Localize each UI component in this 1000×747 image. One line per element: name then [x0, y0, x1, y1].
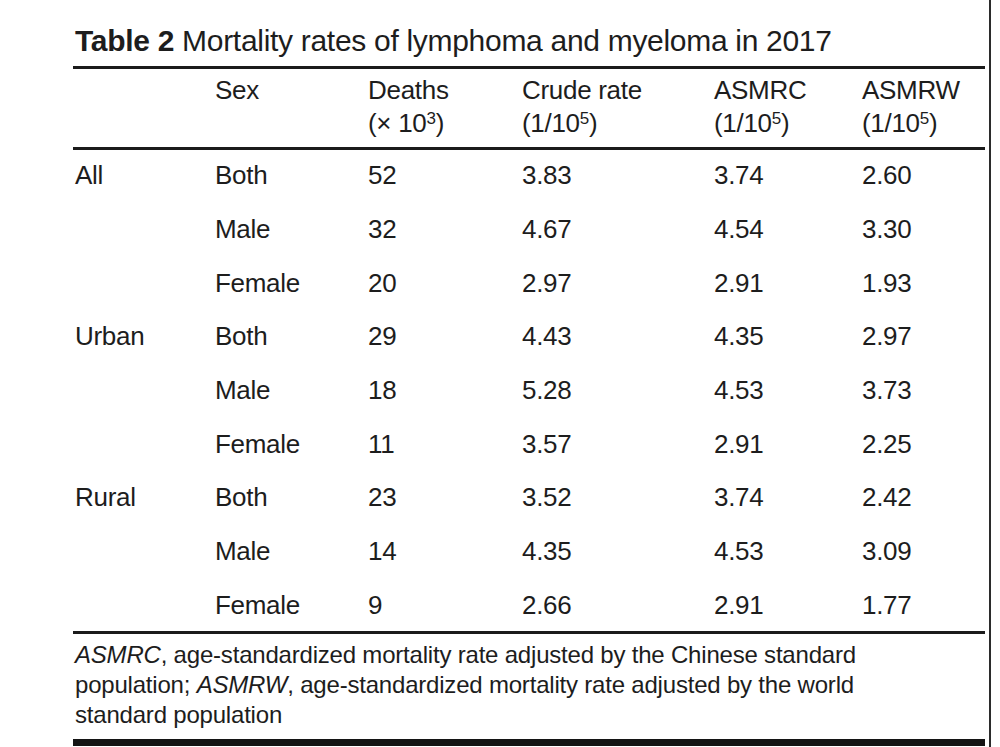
cell-asmrc: 4.54	[714, 214, 862, 245]
cell-asmrc: 2.91	[714, 268, 862, 299]
column-header-unit: (× 103)	[368, 107, 522, 143]
column-header-asmrc: ASMRC(1/105)	[714, 74, 862, 143]
cell-asmrc: 3.74	[714, 160, 862, 191]
page: Table 2 Mortality rates of lymphoma and …	[0, 0, 1000, 747]
table-row: Female202.972.911.93	[75, 256, 985, 310]
table-title-label: Table 2	[75, 24, 174, 57]
unit-pre: (1/10	[522, 108, 580, 138]
cell-deaths: 23	[368, 482, 522, 513]
column-header-label: Sex	[215, 74, 368, 107]
bottom-bar-rule	[73, 739, 985, 746]
footnote-segment: ASMRW	[197, 671, 288, 698]
cell-deaths: 29	[368, 321, 522, 352]
cell-sex: Male	[215, 375, 368, 406]
cell-deaths: 11	[368, 429, 522, 460]
unit-superscript: 5	[772, 109, 781, 128]
cell-deaths: 14	[368, 536, 522, 567]
cell-deaths: 18	[368, 375, 522, 406]
cell-sex: Female	[215, 429, 368, 460]
column-header-label: Crude rate	[522, 74, 714, 107]
cell-asmrw: 1.77	[862, 590, 985, 621]
unit-close: )	[781, 108, 789, 138]
cell-crude-rate: 2.97	[522, 268, 714, 299]
cell-asmrw: 2.60	[862, 160, 985, 191]
cell-deaths: 52	[368, 160, 522, 191]
cell-crude-rate: 3.83	[522, 160, 714, 191]
cell-deaths: 32	[368, 214, 522, 245]
table-row: Male144.354.533.09	[75, 525, 985, 579]
cell-asmrc: 2.91	[714, 429, 862, 460]
unit-close: )	[929, 108, 937, 138]
table-row: Female113.572.912.25	[75, 417, 985, 471]
cell-sex: Both	[215, 482, 368, 513]
cell-sex: Both	[215, 160, 368, 191]
cell-asmrw: 1.93	[862, 268, 985, 299]
column-header-asmrw: ASMRW(1/105)	[862, 74, 985, 143]
cell-asmrc: 2.91	[714, 590, 862, 621]
cell-crude-rate: 3.57	[522, 429, 714, 460]
column-header-group	[75, 74, 215, 143]
cell-asmrw: 2.25	[862, 429, 985, 460]
cell-asmrc: 4.53	[714, 375, 862, 406]
cell-sex: Male	[215, 214, 368, 245]
table-body: AllBoth523.833.742.60Male324.674.543.30F…	[75, 149, 985, 632]
unit-pre: (1/10	[862, 108, 920, 138]
cell-deaths: 20	[368, 268, 522, 299]
cell-sex: Male	[215, 536, 368, 567]
table-row: Female92.662.911.77	[75, 579, 985, 633]
column-header-unit: (1/105)	[714, 107, 862, 143]
cell-asmrw: 3.73	[862, 375, 985, 406]
table-row: UrbanBoth294.434.352.97	[75, 310, 985, 364]
footnote: ASMRC, age-standardized mortality rate a…	[75, 640, 927, 730]
cell-crude-rate: 4.67	[522, 214, 714, 245]
column-header-label: ASMRW	[862, 74, 985, 107]
rule-top	[73, 66, 985, 69]
table-header-row: SexDeaths(× 103)Crude rate(1/105)ASMRC(1…	[75, 74, 985, 143]
unit-close: )	[436, 108, 444, 138]
cell-asmrw: 2.97	[862, 321, 985, 352]
table-row: RuralBoth233.523.742.42	[75, 471, 985, 525]
unit-close: )	[589, 108, 597, 138]
cell-crude-rate: 4.35	[522, 536, 714, 567]
cell-deaths: 9	[368, 590, 522, 621]
rule-body-bottom	[73, 631, 985, 634]
column-header-label: ASMRC	[714, 74, 862, 107]
column-header-label: Deaths	[368, 74, 522, 107]
table-row: Male324.674.543.30	[75, 203, 985, 257]
column-header-crude-rate: Crude rate(1/105)	[522, 74, 714, 143]
table-row: AllBoth523.833.742.60	[75, 149, 985, 203]
table-title: Table 2 Mortality rates of lymphoma and …	[75, 25, 832, 57]
cell-crude-rate: 4.43	[522, 321, 714, 352]
unit-superscript: 5	[920, 109, 929, 128]
cell-asmrc: 3.74	[714, 482, 862, 513]
cell-asmrw: 3.09	[862, 536, 985, 567]
cell-sex: Female	[215, 268, 368, 299]
column-header-deaths: Deaths(× 103)	[368, 74, 522, 143]
column-header-sex: Sex	[215, 74, 368, 143]
page-edge-line	[989, 0, 991, 747]
cell-asmrc: 4.53	[714, 536, 862, 567]
footnote-segment: ASMRC	[75, 641, 161, 668]
cell-sex: Both	[215, 321, 368, 352]
unit-superscript: 5	[580, 109, 589, 128]
cell-group: All	[75, 160, 215, 191]
cell-crude-rate: 2.66	[522, 590, 714, 621]
table-row: Male185.284.533.73	[75, 364, 985, 418]
unit-pre: (1/10	[714, 108, 772, 138]
column-header-unit: (1/105)	[522, 107, 714, 143]
cell-crude-rate: 5.28	[522, 375, 714, 406]
unit-pre: (× 10	[368, 108, 427, 138]
cell-asmrw: 3.30	[862, 214, 985, 245]
unit-superscript: 3	[427, 109, 436, 128]
column-header-unit: (1/105)	[862, 107, 985, 143]
table-title-text: Mortality rates of lymphoma and myeloma …	[182, 24, 832, 57]
cell-group: Urban	[75, 321, 215, 352]
cell-sex: Female	[215, 590, 368, 621]
cell-group: Rural	[75, 482, 215, 513]
cell-crude-rate: 3.52	[522, 482, 714, 513]
cell-asmrw: 2.42	[862, 482, 985, 513]
cell-asmrc: 4.35	[714, 321, 862, 352]
